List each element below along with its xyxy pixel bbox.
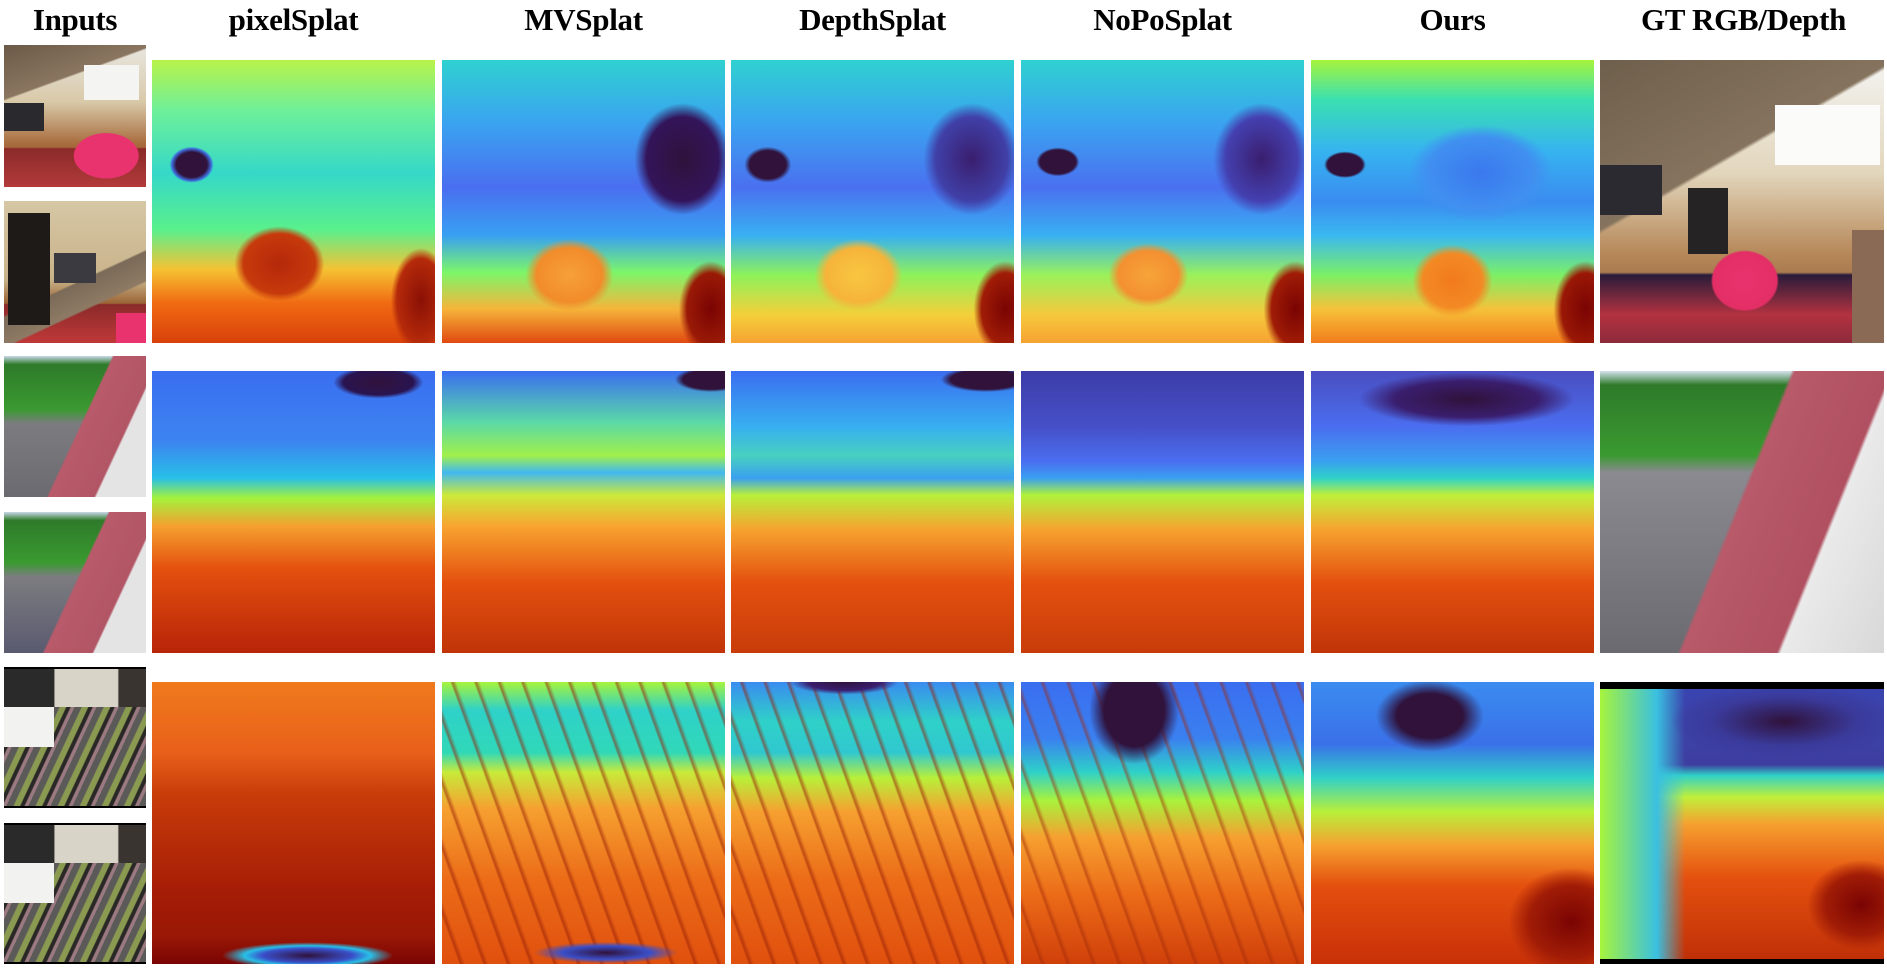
row2-gt-rgb xyxy=(1600,371,1884,653)
row2-depth-ours xyxy=(1311,371,1594,653)
tv-shape xyxy=(1600,165,1662,215)
column-title-mvsplat: MVSplat xyxy=(524,2,643,37)
column-title-gt: GT RGB/Depth xyxy=(1640,2,1847,37)
window-shape xyxy=(1775,105,1880,165)
row2-depth-pixelsplat xyxy=(152,371,435,653)
row2-input-view-2 xyxy=(4,512,146,653)
row1-depth-noposplat xyxy=(1021,60,1304,343)
tv-shape xyxy=(4,103,44,131)
wall-shape xyxy=(4,825,146,863)
column-title-depthsplat: DepthSplat xyxy=(799,2,946,37)
row2-input-view-1 xyxy=(4,356,146,497)
row3-depth-mvsplat xyxy=(442,682,725,964)
row1-depth-pixelsplat xyxy=(152,60,435,343)
ottoman-shape xyxy=(116,313,146,343)
row3-depth-depthsplat xyxy=(731,682,1014,964)
wall-shape xyxy=(4,669,146,707)
row1-depth-ours xyxy=(1311,60,1594,343)
row1-input-view-1 xyxy=(4,45,146,187)
row1-input-view-2 xyxy=(4,201,146,343)
row3-input-view-1 xyxy=(4,667,146,808)
row2-depth-depthsplat xyxy=(731,371,1014,653)
row1-depth-mvsplat xyxy=(442,60,725,343)
armchair-shape xyxy=(1688,188,1728,254)
sofa-shape xyxy=(1852,230,1884,343)
bookshelf-shape xyxy=(8,213,50,325)
window-shape xyxy=(84,65,139,100)
column-title-pixelsplat: pixelSplat xyxy=(228,2,359,37)
row3-depth-noposplat xyxy=(1021,682,1304,964)
row3-depth-pixelsplat xyxy=(152,682,435,964)
row3-input-view-2 xyxy=(4,823,146,964)
column-title-ours: Ours xyxy=(1419,2,1486,37)
row1-gt-rgb xyxy=(1600,60,1884,343)
row2-depth-mvsplat xyxy=(442,371,725,653)
column-title-noposplat: NoPoSplat xyxy=(1093,2,1232,37)
pillow-shape xyxy=(4,863,54,903)
row3-depth-ours xyxy=(1311,682,1594,964)
tv-shape xyxy=(54,253,96,283)
row3-gt-depth xyxy=(1600,682,1884,964)
column-title-inputs: Inputs xyxy=(32,2,118,37)
pillow-shape xyxy=(4,707,54,747)
row2-depth-noposplat xyxy=(1021,371,1304,653)
row1-depth-depthsplat xyxy=(731,60,1014,343)
